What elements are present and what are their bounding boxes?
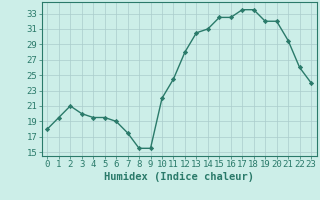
X-axis label: Humidex (Indice chaleur): Humidex (Indice chaleur) <box>104 172 254 182</box>
